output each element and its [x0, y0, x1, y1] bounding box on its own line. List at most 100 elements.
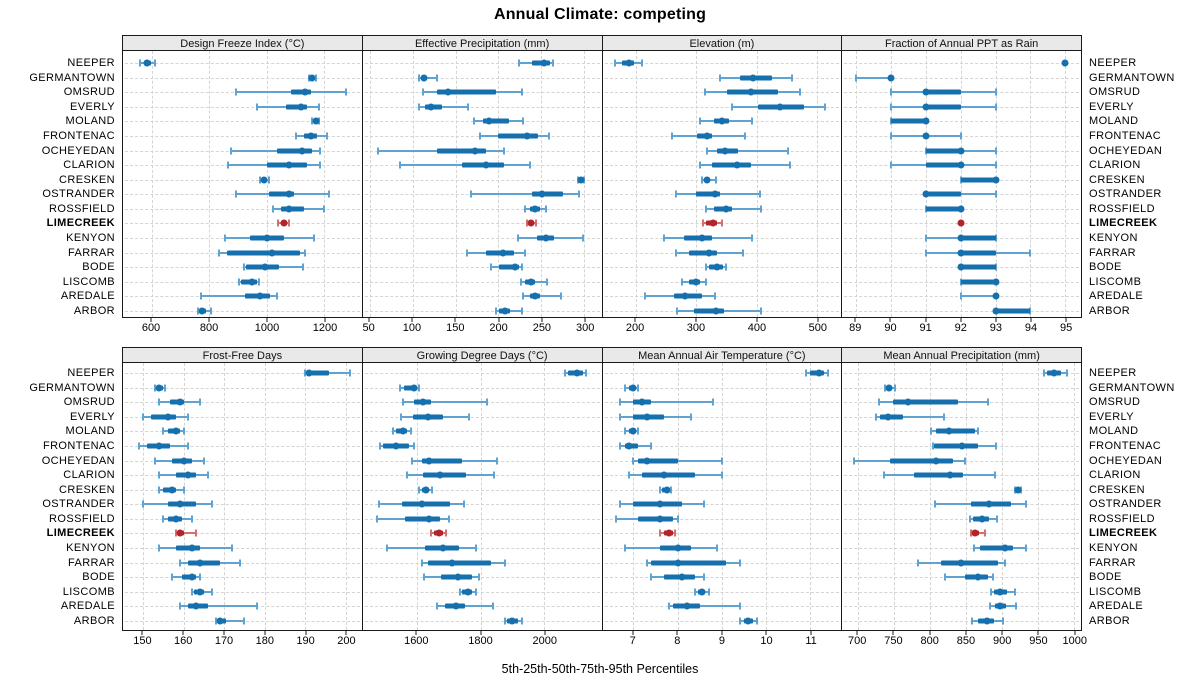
- whisker-5-95: [960, 295, 996, 298]
- median-dot-bode: [454, 573, 462, 581]
- median-dot-limecreek: [709, 219, 717, 227]
- whisker-5-95: [707, 149, 789, 152]
- whisker-cap: [994, 103, 997, 111]
- h-gridline: [125, 135, 360, 137]
- whisker-cap: [584, 369, 587, 377]
- median-dot-liscomb: [692, 278, 700, 286]
- iqr-bar-25-75: [642, 472, 696, 478]
- whisker-cap: [698, 117, 701, 125]
- h-gridline: [125, 518, 360, 520]
- whisker-cap: [469, 190, 472, 198]
- median-dot-rossfield: [172, 515, 180, 523]
- row-label-cresken: CRESKEN: [1089, 173, 1145, 186]
- tick-mark: [1030, 318, 1032, 322]
- tick-label: 10: [760, 635, 773, 647]
- whisker-cap: [719, 74, 722, 82]
- median-dot-everly: [424, 413, 432, 421]
- whisker-cap: [277, 219, 280, 227]
- tick-mark: [544, 631, 546, 635]
- median-dot-omsrud: [747, 88, 755, 96]
- row-label-aredale: AREDALE: [1089, 290, 1144, 303]
- row-label-liscomb: LISCOMB: [1089, 585, 1142, 598]
- iqr-bar-25-75: [187, 560, 221, 566]
- whisker-cap: [658, 529, 661, 537]
- median-dot-aredale: [256, 292, 264, 300]
- median-dot-everly: [776, 103, 784, 111]
- whisker-cap: [375, 515, 378, 523]
- whisker-cap: [890, 161, 893, 169]
- whisker-cap: [311, 117, 314, 125]
- whisker-cap: [614, 515, 617, 523]
- h-gridline: [844, 416, 1079, 418]
- h-gridline: [364, 489, 600, 491]
- panel-plot: [841, 51, 1082, 318]
- row-label-germantown: GERMANTOWN: [1089, 71, 1175, 84]
- median-dot-rossfield: [656, 515, 664, 523]
- row-label-kenyon: KENYON: [66, 542, 115, 555]
- median-dot-germantown: [749, 74, 757, 82]
- median-dot-ocheyedan: [643, 457, 651, 465]
- iqr-bar-25-75: [402, 501, 450, 507]
- iqr-bar-25-75: [307, 370, 330, 376]
- whisker-cap: [418, 384, 421, 392]
- whisker-cap: [162, 515, 165, 523]
- whisker-cap: [520, 263, 523, 271]
- tick-label: 600: [141, 322, 161, 334]
- median-dot-aredale: [531, 292, 539, 300]
- panel-band-top: NEEPER GERMANTOWN OMSRUD EVERLY MOLAND FRONTE…: [0, 35, 1200, 336]
- v-gridline: [856, 51, 858, 317]
- median-dot-aredale: [681, 292, 689, 300]
- whisker-cap: [671, 132, 673, 140]
- median-dot-farrar: [196, 559, 204, 567]
- whisker-cap: [1065, 369, 1068, 377]
- median-dot-frontenac: [523, 132, 531, 140]
- h-gridline: [125, 548, 360, 550]
- whisker-cap: [1025, 500, 1028, 508]
- whisker-cap: [190, 515, 193, 523]
- iqr-bar-25-75: [422, 472, 466, 478]
- whisker-cap: [194, 529, 197, 537]
- panel-title: Frost-Free Days: [122, 347, 363, 363]
- h-gridline: [844, 518, 1079, 520]
- whisker-cap: [202, 457, 205, 465]
- whisker-cap: [303, 249, 306, 257]
- iqr-bar-25-75: [499, 264, 520, 270]
- row-label-bode: BODE: [1089, 261, 1122, 274]
- whisker-cap: [295, 132, 298, 140]
- whisker-cap: [929, 427, 932, 435]
- row-label-omsrud: OMSRUD: [1089, 396, 1141, 409]
- whisker-cap: [522, 292, 525, 300]
- whisker-cap: [256, 103, 259, 111]
- v-gridline: [810, 363, 812, 630]
- median-dot-kenyon: [957, 234, 965, 242]
- median-dot-liscomb: [992, 278, 1000, 286]
- tick-label: 150: [133, 635, 152, 647]
- v-gridline: [143, 363, 145, 630]
- tick-label: 90: [884, 322, 897, 334]
- whisker-5-95: [876, 415, 944, 418]
- tick-mark: [1074, 631, 1076, 635]
- whisker-cap: [552, 59, 555, 67]
- whisker-cap: [799, 88, 802, 96]
- h-gridline: [364, 591, 600, 593]
- h-gridline: [844, 373, 1079, 374]
- whisker-5-95: [633, 459, 722, 462]
- panel-plot: [361, 51, 603, 318]
- whisker-cap: [319, 147, 322, 155]
- panel-title: Elevation (m): [601, 35, 843, 51]
- whisker-5-95: [523, 295, 562, 298]
- v-gridline: [266, 51, 268, 317]
- median-dot-farrar: [448, 559, 456, 567]
- whisker-cap: [436, 602, 439, 610]
- row-label-everly: EVERLY: [1089, 410, 1134, 423]
- median-dot-arbor: [992, 307, 1000, 315]
- whisker-cap: [716, 544, 719, 552]
- tick-label: 1200: [312, 322, 338, 334]
- whisker-cap: [1042, 369, 1045, 377]
- tick-label: 800: [199, 322, 219, 334]
- median-dot-omsrud: [922, 88, 930, 96]
- iqr-bar-25-75: [437, 148, 487, 154]
- whisker-cap: [674, 529, 677, 537]
- iqr-bar-25-75: [637, 458, 678, 464]
- whisker-cap: [405, 471, 408, 479]
